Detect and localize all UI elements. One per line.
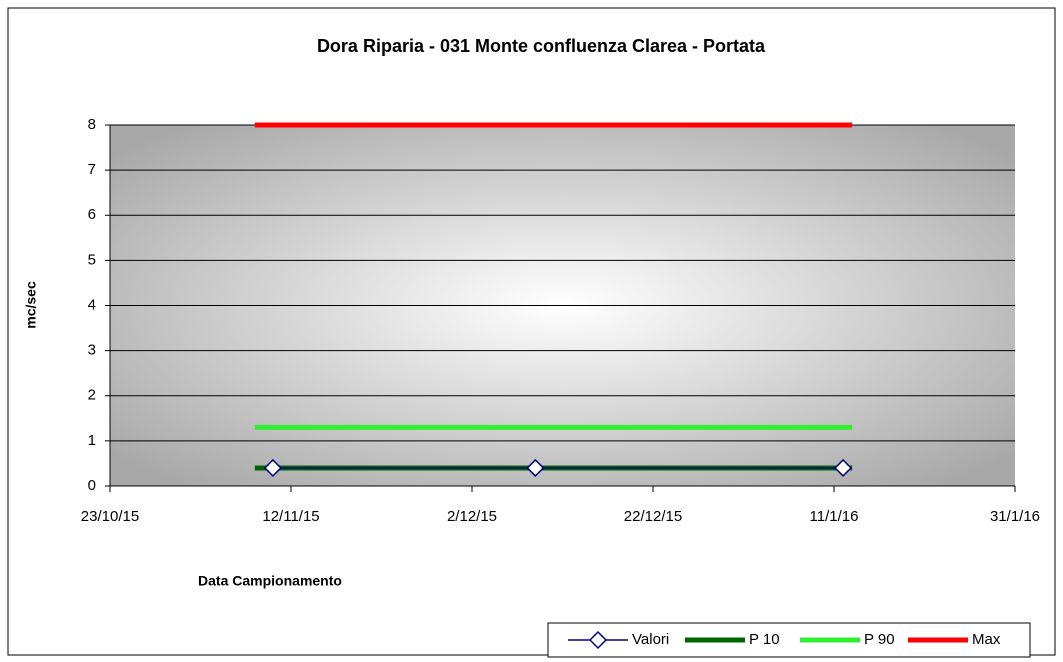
marker [833, 458, 853, 478]
y-tick-label: 0 [88, 477, 96, 494]
y-tick-label: 8 [88, 116, 96, 133]
y-tick-label: 5 [88, 251, 96, 268]
marker [526, 458, 545, 478]
y-tick-label: 7 [88, 161, 96, 178]
y-axis-label: mc/sec [23, 281, 39, 329]
legend-label: P 10 [749, 631, 780, 648]
x-tick-label: 22/12/15 [624, 508, 682, 525]
x-tick-label: 11/1/16 [810, 508, 859, 525]
chart-title: Dora Riparia - 031 Monte confluenza Clar… [317, 36, 766, 56]
x-tick-label: 31/1/16 [990, 508, 1040, 525]
legend-label: P 90 [864, 631, 895, 648]
x-tick-label: 23/10/15 [81, 508, 139, 525]
y-tick-label: 6 [88, 206, 96, 223]
x-axis-label: Data Campionamento [198, 573, 342, 589]
y-tick-label: 4 [88, 296, 96, 313]
legend-marker [588, 630, 608, 650]
legend-label: Max [972, 631, 1001, 648]
x-tick-label: 12/11/15 [262, 508, 319, 525]
legend-label: Valori [632, 631, 669, 648]
x-tick-label: 2/12/15 [447, 508, 497, 525]
y-tick-label: 1 [88, 432, 96, 449]
marker [263, 458, 282, 478]
y-tick-label: 3 [88, 342, 96, 359]
y-tick-label: 2 [88, 387, 96, 404]
